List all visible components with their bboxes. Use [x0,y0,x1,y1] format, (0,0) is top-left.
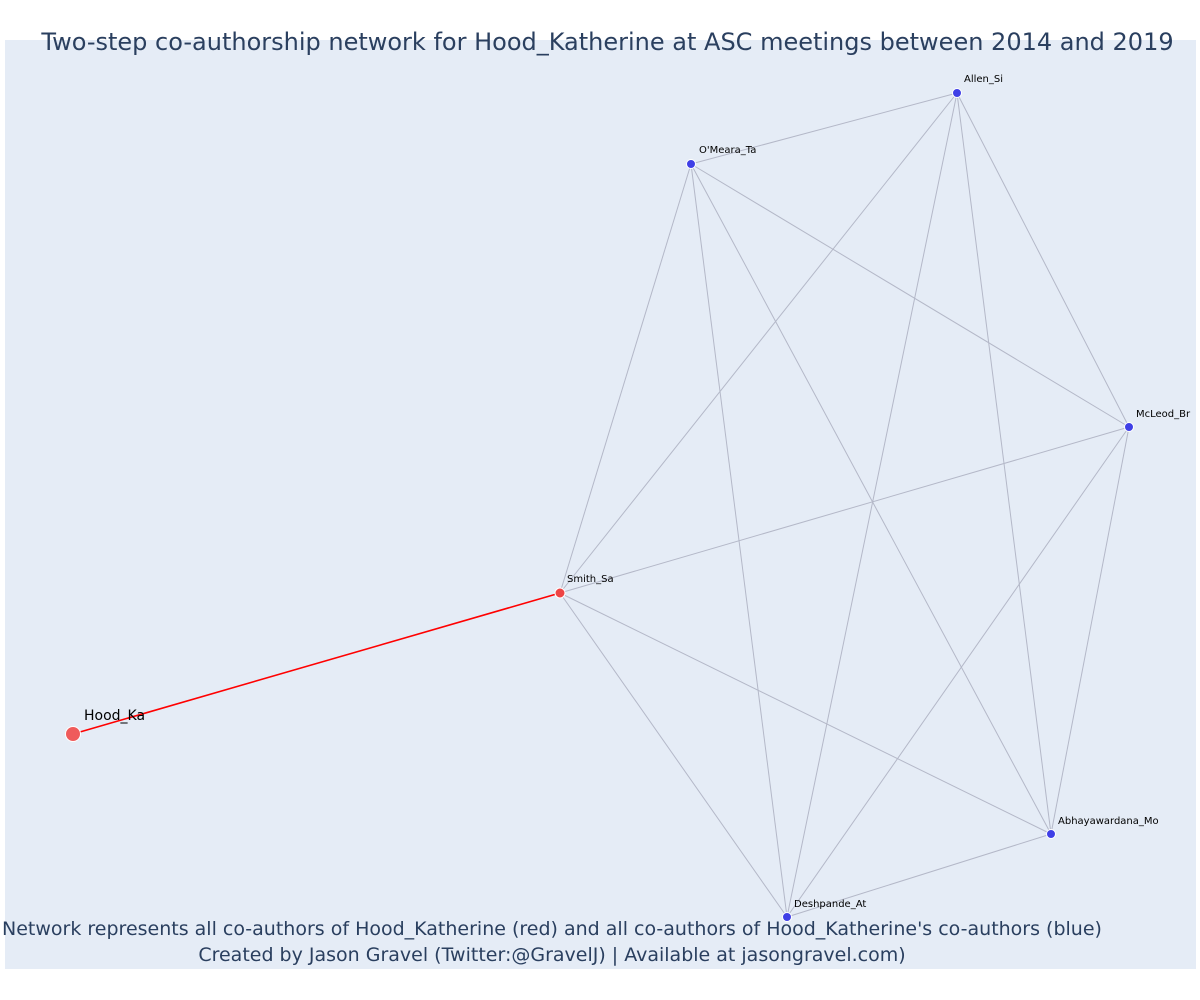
edge-mcleod-abhayawardana [1050,426,1130,835]
edge-allen-mcleod [956,92,1130,428]
edge-smith-deshpande [559,592,788,918]
edge-smith-mcleod [559,426,1130,594]
node-allen[interactable] [952,88,962,98]
edge-allen-abhayawardana [956,92,1052,835]
plot-area [5,40,1196,969]
edge-smith-allen [559,92,958,594]
node-label-abhayawardana: Abhayawardana_Mo [1058,816,1159,827]
node-hood[interactable] [65,726,81,742]
node-label-smith: Smith_Sa [567,574,614,585]
node-deshpande[interactable] [782,912,792,922]
label-layer: Hood_Ka Smith_Sa O'Meara_Ta Allen_Si McLeod_… [84,74,1191,910]
edge-omeara-deshpande [690,163,788,918]
edge-omeara-abhayawardana [690,163,1052,835]
edge-omeara-allen [690,92,958,165]
footnote-line-1: Network represents all co-authors of Hoo… [2,918,1102,940]
node-label-allen: Allen_Si [964,74,1003,85]
edge-layer [72,92,1130,918]
edge-abhayawardana-deshpande [786,833,1052,918]
edge-omeara-mcleod [690,163,1130,428]
edge-hood-smith [72,592,561,735]
node-label-deshpande: Deshpande_At [794,899,866,910]
edge-mcleod-deshpande [786,426,1130,918]
node-label-hood: Hood_Ka [84,708,145,724]
footnote-line-2: Created by Jason Gravel (Twitter:@Gravel… [198,944,906,966]
edge-allen-deshpande [786,92,958,918]
node-label-omeara: O'Meara_Ta [699,145,756,156]
edge-smith-omeara [559,163,692,594]
node-smith[interactable] [554,587,566,599]
edge-smith-abhayawardana [559,592,1052,835]
chart-title: Two-step co-authorship network for Hood_… [41,28,1174,56]
node-mcleod[interactable] [1124,422,1134,432]
node-layer [65,88,1134,922]
node-label-mcleod: McLeod_Br [1136,409,1191,420]
node-abhayawardana[interactable] [1046,829,1056,839]
node-omeara[interactable] [686,159,696,169]
